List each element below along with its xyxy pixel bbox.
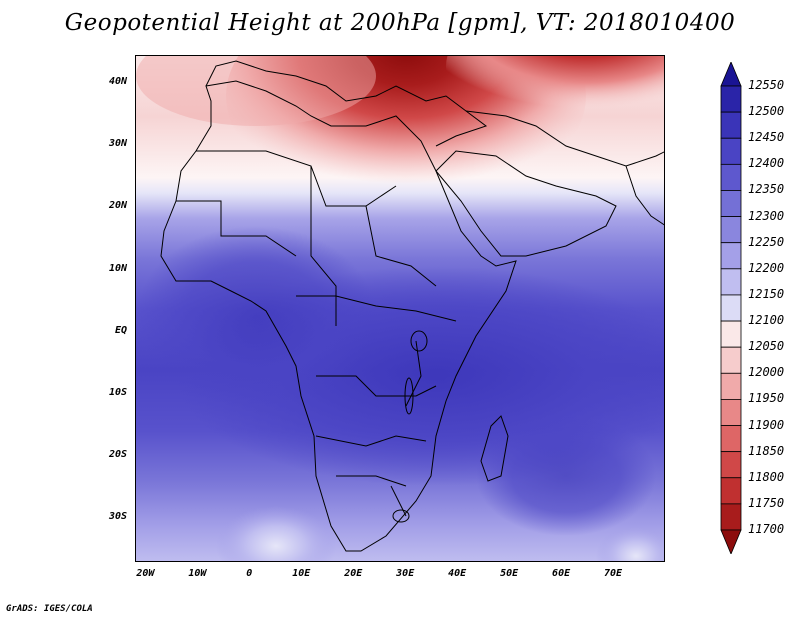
colorbar-swatch (720, 137, 742, 165)
longitude-label: 20E (344, 568, 363, 579)
longitude-label: 50E (500, 568, 519, 579)
colorbar-label: 12550 (748, 78, 785, 92)
colorbar-label: 12000 (748, 365, 785, 380)
colorbar (720, 62, 742, 554)
colorbar-label: 12300 (748, 208, 785, 223)
coastline-borders (160, 60, 664, 552)
colorbar-swatch (720, 503, 742, 531)
latitude-label: 20S (108, 449, 127, 461)
colorbar-label: 11750 (748, 495, 785, 510)
longitude-label: 30E (396, 568, 415, 579)
colorbar-swatch (720, 320, 742, 348)
longitude-label: 0 (246, 568, 253, 579)
colorbar-label: 11700 (748, 522, 785, 536)
latitude-label: 40N (108, 75, 127, 87)
chart-title: Geopotential Height at 200hPa [gpm], VT:… (64, 10, 736, 36)
map-panel (135, 55, 665, 562)
colorbar-swatch (720, 62, 742, 87)
colorbar-label: 12400 (748, 156, 785, 171)
colorbar-swatch (720, 190, 742, 217)
colorbar-swatch (720, 85, 742, 113)
colorbar-swatch (720, 268, 742, 296)
latitude-label: 10S (108, 387, 127, 399)
latitude-label: 10N (108, 262, 127, 274)
longitude-label: 60E (552, 568, 571, 579)
colorbar-label: 12500 (748, 104, 785, 119)
longitude-label: 70E (604, 568, 623, 579)
colorbar-label: 12050 (748, 339, 785, 354)
colorbar-label: 12350 (748, 182, 785, 197)
colorbar-label: 11800 (748, 469, 785, 484)
colorbar-swatch (720, 294, 742, 322)
colorbar-swatch (720, 216, 742, 244)
geopotential-field (136, 56, 664, 561)
colorbar-swatch (720, 163, 742, 191)
longitude-label: 20W (136, 568, 155, 579)
colorbar-swatch (720, 529, 742, 554)
colorbar-swatch (720, 477, 742, 505)
colorbar-swatch (720, 346, 742, 374)
latitude-label: 30N (108, 138, 127, 150)
colorbar-label: 11950 (748, 391, 785, 406)
colorbar-label: 12250 (748, 234, 785, 249)
colorbar-label: 11850 (748, 443, 785, 458)
colorbar-swatch (720, 425, 742, 453)
colorbar-label: 11900 (748, 417, 785, 432)
colorbar-swatch (720, 111, 742, 139)
longitude-label: 10W (188, 568, 207, 579)
colorbar-swatch (720, 242, 742, 270)
colorbar-swatch (720, 372, 742, 400)
latitude-label: EQ (114, 324, 127, 336)
longitude-label: 10E (292, 568, 311, 579)
longitude-label: 40E (448, 568, 467, 579)
colorbar-label: 12100 (748, 313, 785, 328)
colorbar-label: 12200 (748, 260, 785, 275)
latitude-label: 30S (108, 511, 127, 523)
latitude-label: 20N (108, 200, 127, 212)
grads-credit: GrADS: IGES/COLA (6, 604, 93, 614)
colorbar-swatch (720, 399, 742, 426)
colorbar-swatch (720, 451, 742, 479)
colorbar-label: 12450 (748, 130, 785, 145)
colorbar-label: 12150 (748, 286, 785, 301)
